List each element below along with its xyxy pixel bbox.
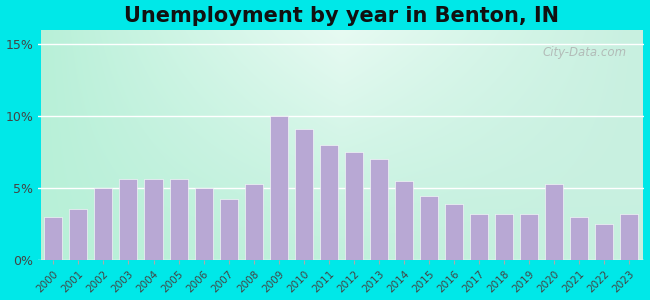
Bar: [94, 188, 112, 260]
Bar: [120, 179, 138, 260]
Bar: [545, 184, 564, 260]
Bar: [70, 209, 87, 260]
Bar: [270, 116, 288, 260]
Bar: [320, 145, 338, 260]
Bar: [345, 152, 363, 260]
Bar: [144, 179, 162, 260]
Bar: [620, 214, 638, 260]
Text: City-Data.com: City-Data.com: [542, 46, 626, 59]
Bar: [244, 184, 263, 260]
Bar: [44, 217, 62, 260]
Bar: [470, 214, 488, 260]
Bar: [295, 129, 313, 260]
Bar: [220, 200, 238, 260]
Bar: [395, 181, 413, 260]
Title: Unemployment by year in Benton, IN: Unemployment by year in Benton, IN: [124, 6, 559, 26]
Bar: [595, 224, 614, 260]
Bar: [420, 196, 438, 260]
Bar: [370, 159, 388, 260]
Bar: [170, 179, 188, 260]
Bar: [445, 204, 463, 260]
Bar: [194, 188, 213, 260]
Bar: [495, 214, 514, 260]
Bar: [520, 214, 538, 260]
Bar: [570, 217, 588, 260]
